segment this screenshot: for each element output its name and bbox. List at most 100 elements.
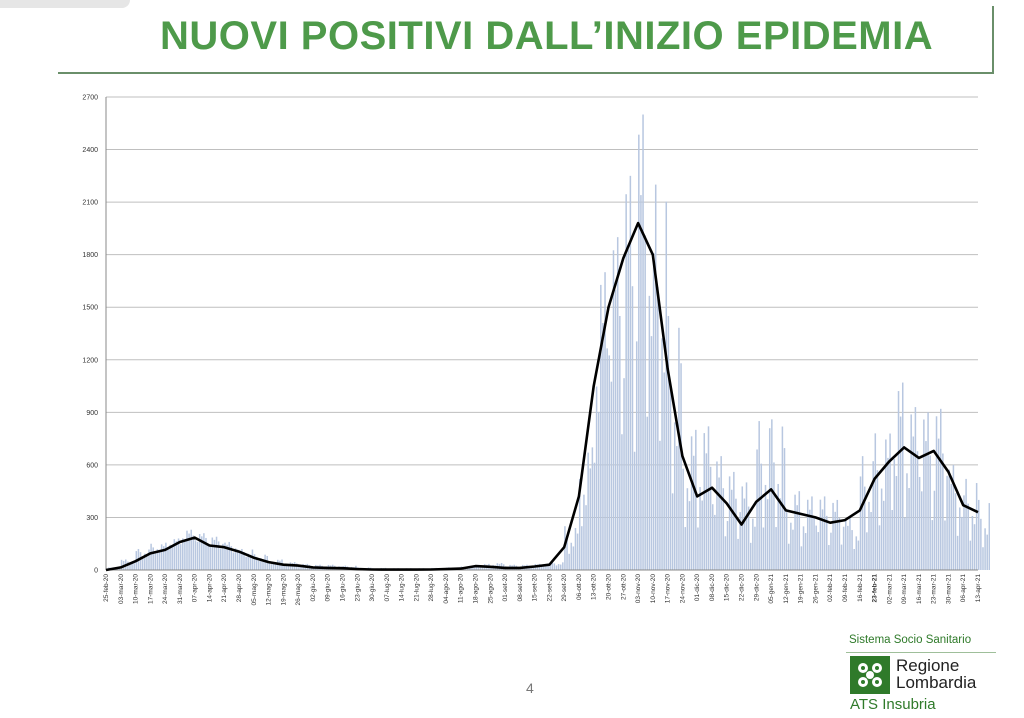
logo-name-line1: Regione <box>896 656 960 675</box>
daily-bar <box>262 559 264 570</box>
daily-bar <box>146 554 148 570</box>
daily-bar <box>885 439 887 570</box>
daily-bar <box>986 534 988 570</box>
x-tick-label: 31-mar-20 <box>177 574 184 604</box>
x-tick-label: 06-ott-20 <box>576 574 583 600</box>
daily-bar <box>800 546 803 570</box>
x-tick-label: 03-mar-20 <box>118 574 125 604</box>
daily-bar <box>718 477 720 570</box>
daily-bar <box>572 546 575 570</box>
daily-bar <box>139 552 142 570</box>
daily-bar <box>880 488 883 570</box>
daily-bar <box>471 566 473 570</box>
daily-bar <box>179 544 182 570</box>
daily-bar <box>118 568 121 570</box>
daily-bar <box>549 562 551 570</box>
daily-bar <box>167 548 169 570</box>
y-tick-label: 1800 <box>82 252 98 259</box>
daily-bar <box>984 528 986 570</box>
x-tick-label: 20-ott-20 <box>606 574 613 600</box>
y-tick-label: 900 <box>86 410 98 417</box>
chart-y-tick-labels: 0 300 600 900 1200 1500 1800 2100 2400 2700 <box>82 95 98 575</box>
x-tick-label: 25-feb-20 <box>103 574 110 602</box>
daily-bar <box>815 525 817 570</box>
daily-bar <box>116 568 119 570</box>
daily-bar <box>910 414 912 570</box>
daily-bar <box>158 550 161 570</box>
x-tick-label: 25-ago-20 <box>487 574 494 604</box>
daily-bar <box>787 543 790 570</box>
daily-bar <box>616 237 619 571</box>
x-tick-label: 19-gen-21 <box>798 574 805 604</box>
x-tick-label: 29-set-20 <box>561 574 568 602</box>
x-tick-label: 30-mar-21 <box>945 574 952 604</box>
x-tick-label: 02-feb-21 <box>827 574 834 602</box>
daily-bar <box>667 315 670 570</box>
daily-bar <box>743 498 746 570</box>
daily-bar <box>194 540 197 570</box>
daily-bar <box>832 502 834 570</box>
daily-bar <box>203 533 205 570</box>
daily-bar <box>606 348 608 570</box>
daily-bar <box>785 512 788 570</box>
x-tick-label: 15-dic-20 <box>724 574 731 601</box>
daily-bar <box>614 289 617 570</box>
daily-bar <box>819 499 822 570</box>
daily-bar <box>236 549 239 570</box>
daily-bar <box>817 532 820 570</box>
logo-divider <box>846 652 996 653</box>
daily-bar <box>224 542 226 570</box>
daily-bar <box>156 549 159 570</box>
daily-bar <box>920 491 923 570</box>
daily-bar <box>954 493 957 570</box>
daily-bar <box>543 566 545 570</box>
daily-bar <box>298 565 300 570</box>
daily-bar <box>773 462 775 570</box>
daily-bar <box>855 536 858 570</box>
daily-bar <box>813 516 815 570</box>
daily-bar <box>638 134 640 571</box>
x-tick-label: 10-nov-20 <box>650 574 657 604</box>
x-tick-label: 28-lug-20 <box>428 574 435 602</box>
x-tick-label: 23-feb-21 <box>872 574 879 603</box>
daily-bar <box>842 526 845 570</box>
daily-bar <box>629 175 632 570</box>
daily-bar <box>150 543 152 570</box>
daily-bar <box>182 538 184 570</box>
daily-bar <box>823 496 826 570</box>
daily-bar <box>684 527 687 570</box>
x-tick-label: 14-apr-20 <box>206 574 213 603</box>
daily-bar <box>975 483 978 570</box>
daily-bar <box>633 451 636 570</box>
daily-bar <box>551 562 554 570</box>
daily-bar <box>247 553 249 570</box>
daily-bar <box>597 411 600 570</box>
x-tick-label: 04-ago-20 <box>443 574 450 604</box>
y-tick-label: 2700 <box>82 95 98 102</box>
daily-bar <box>241 548 243 570</box>
daily-bar <box>258 560 260 570</box>
x-tick-label: 28-apr-20 <box>236 574 243 603</box>
daily-bar <box>555 565 558 570</box>
daily-bar <box>540 564 543 570</box>
daily-bar <box>870 512 872 570</box>
daily-bar <box>285 564 287 570</box>
daily-bar <box>762 527 765 570</box>
daily-bar <box>912 436 915 570</box>
daily-bar <box>868 501 870 570</box>
daily-bar <box>739 512 741 570</box>
x-tick-label: 06-apr-21 <box>960 574 967 603</box>
daily-bar <box>895 476 898 570</box>
daily-bar <box>927 412 929 570</box>
daily-bar <box>904 517 906 570</box>
daily-bar <box>840 544 843 570</box>
daily-bar <box>131 562 133 570</box>
daily-bar <box>982 547 984 570</box>
daily-bar <box>707 426 710 570</box>
daily-bar <box>844 519 847 570</box>
x-tick-label: 05-gen-21 <box>768 574 775 604</box>
daily-bar <box>274 562 277 570</box>
daily-bar <box>834 511 836 570</box>
daily-bar <box>809 509 811 570</box>
daily-bar <box>141 556 144 570</box>
